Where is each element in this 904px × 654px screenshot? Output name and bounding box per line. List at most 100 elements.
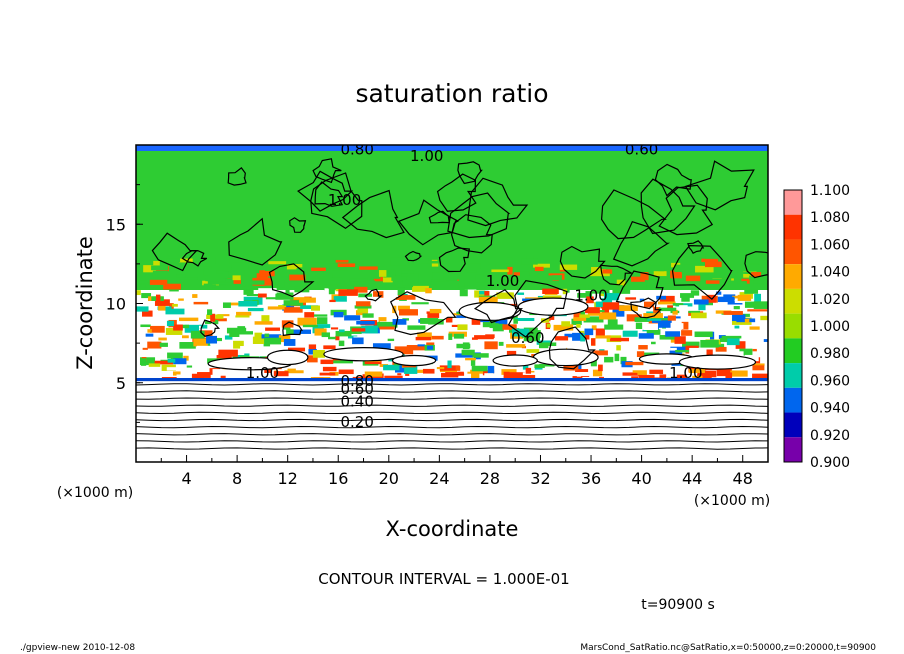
field-cell [408,313,428,322]
field-cell [445,317,453,323]
field-cell [471,365,488,372]
field-cell [595,335,611,339]
field-cell [404,366,418,374]
field-cell [647,318,662,321]
field-cell [264,333,270,338]
field-lower-contours [136,381,768,462]
field-cell [749,275,754,281]
footer-left: ./gpview-new 2010-12-08 [20,643,135,653]
field-cell [283,300,304,306]
field-cell [199,260,210,264]
field-cell [322,366,337,372]
field-cell [753,280,764,284]
field-cell [354,286,368,293]
field-cell [718,343,725,349]
field-cell [159,342,168,347]
field-cell [608,285,623,288]
field-cell [590,358,597,367]
field-cell [286,329,294,335]
field-cell [239,286,254,290]
field-cell [756,268,764,274]
field-cell [401,270,414,275]
field-cell [674,336,686,344]
field-cell [559,268,566,272]
field-cell [595,287,610,294]
field-cell [701,275,711,282]
y-tick-label: 5 [116,374,126,393]
cloud-blob [678,354,757,370]
field-cell [278,335,291,343]
field-cell [700,280,711,288]
field-cell [506,344,526,348]
field-cell [651,341,656,345]
field-cell [577,292,593,298]
field-cell [312,350,325,358]
field-cell [212,369,229,376]
field-cell [698,371,717,378]
field-cell [297,364,310,369]
field-cell [585,307,600,314]
field-cell [459,289,468,297]
field-cell [737,281,747,284]
field-cell [599,293,606,296]
field-cell [193,301,209,305]
field-cell [314,314,328,317]
field-cell [136,290,141,296]
field-cell [587,312,603,316]
field-cell [406,345,426,351]
field-cell [725,372,733,379]
field-cell [320,359,334,365]
field-cell [749,326,760,330]
x-tick-label: 48 [733,469,753,488]
y-axis-label: Z-coordinate [73,236,97,370]
contour-line [268,263,315,298]
field-cell [681,324,696,330]
cloud-blob [517,297,589,316]
field-cell [182,335,189,339]
field-cell [653,270,667,277]
cloud-blob [323,347,404,362]
field-cell [140,324,151,328]
field-cell [680,293,695,298]
field-cell [307,271,324,279]
field-cell [734,325,740,329]
field-cell [422,368,435,374]
contour-line [289,217,307,233]
contour-line [467,177,529,227]
field-cell [747,259,765,264]
field-cell [226,327,247,334]
field-cell [652,320,672,323]
field-cell [534,266,544,272]
field-cell [203,268,209,276]
colorbar-swatch [784,363,802,388]
colorbar-swatch [784,437,802,462]
field-cell [308,344,317,350]
colorbar-label: 0.960 [810,373,850,389]
field-cell [376,266,384,270]
field-cell [330,286,347,289]
field-cell [628,283,647,290]
field-cell [143,265,156,273]
field-cell [681,321,689,330]
colorbar-swatch [784,313,802,339]
field-cell [190,330,205,339]
field-cell [635,322,643,329]
field-cell [679,305,688,310]
field-cell [504,372,525,380]
field-cell [573,317,587,321]
x-axis: 4 8 12 16 20 24 28 32 36 40 44 48 [160,455,753,488]
field-cell [669,350,683,356]
field-cell [726,337,740,346]
y-unit-label: (×1000 m) [57,485,133,501]
field-cell [731,351,744,357]
contour-label: 0.80 [340,141,373,159]
field-cell [616,345,621,351]
field-cell [521,330,541,338]
field-cell [572,332,584,341]
field-cell [594,350,608,356]
field-cell [694,331,713,338]
field-cell [451,324,461,328]
field-cell [192,294,198,298]
field-cell [310,282,323,289]
field-cell [595,328,605,337]
